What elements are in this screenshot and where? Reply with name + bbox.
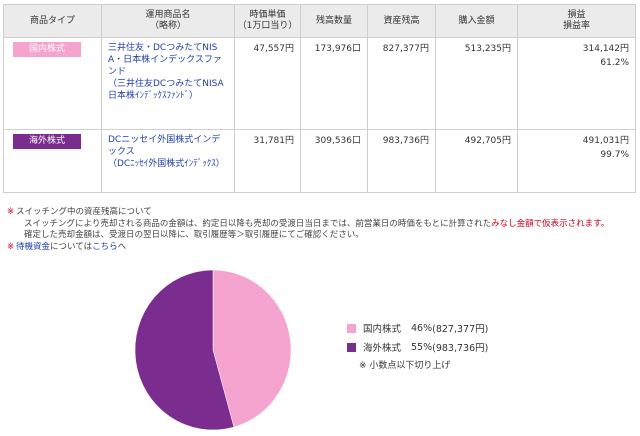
cell-quantity: 309,536口 bbox=[300, 129, 368, 193]
fund-short-name: （DCﾆｯｾｲ外国株式ｲﾝﾃﾞｯｸｽ） bbox=[108, 159, 225, 169]
fund-name-link[interactable]: 三井住友・DCつみたてNISA・日本株インデックスファンド bbox=[108, 43, 222, 77]
header-product-name: 運用商品名 （略称） bbox=[101, 4, 235, 38]
cell-purchase-amount: 513,235円 bbox=[435, 37, 518, 130]
profit-loss-rate: 61.2% bbox=[600, 58, 629, 68]
note-mark: ※ bbox=[7, 207, 15, 217]
header-purchase-amount: 購入金額 bbox=[435, 4, 518, 38]
legend-label: 海外株式 bbox=[363, 343, 402, 354]
header-asset-balance: 資産残高 bbox=[367, 4, 436, 38]
cell-asset-balance: 827,377円 bbox=[367, 37, 436, 130]
cell-profit-loss: 314,142円 61.2% bbox=[517, 37, 636, 130]
note-confirmation: 確定した売却金額は、受渡日の翌日以降に、取引履歴等＞取引履歴にてご確認ください。 bbox=[24, 230, 364, 240]
allocation-pie-chart bbox=[134, 269, 292, 431]
cell-type: 海外株式 bbox=[3, 129, 102, 193]
cell-name: DCニッセイ外国株式インデックス （DCﾆｯｾｲ外国株式ｲﾝﾃﾞｯｸｽ） bbox=[101, 129, 235, 193]
note-line: 確定した売却金額は、受渡日の翌日以降に、取引履歴等＞取引履歴にてご確認ください。 bbox=[7, 230, 635, 242]
header-product-type: 商品タイプ bbox=[3, 4, 102, 38]
header-quantity: 残高数量 bbox=[300, 4, 368, 38]
note-text: については bbox=[50, 241, 93, 252]
legend-amount: (827,377円) bbox=[432, 324, 489, 335]
header-profit-loss: 損益 損益率 bbox=[517, 4, 636, 38]
holdings-table: 商品タイプ 運用商品名 （略称） 時価単価 （1万口当り） 残高数量 資産残高 … bbox=[3, 4, 636, 193]
profit-loss-amount: 314,142円 bbox=[582, 44, 629, 54]
legend-item-domestic: 国内株式 46% (827,377円) bbox=[347, 320, 488, 336]
note-line: ※ 待機資金についてはこちらへ bbox=[7, 242, 635, 254]
legend-amount: (983,736円) bbox=[432, 343, 489, 354]
table-row: 国内株式 三井住友・DCつみたてNISA・日本株インデックスファンド （三井住友… bbox=[3, 37, 636, 130]
fund-short-name: （三井住友DCつみたてNISA日本株ｲﾝﾃﾞｯｸｽﾌｧﾝﾄﾞ） bbox=[108, 79, 224, 101]
notes-section: ※ スイッチング中の資産残高について スイッチングにより売却される商品の金額は、約… bbox=[7, 207, 635, 253]
legend-percent: 55% bbox=[411, 341, 433, 353]
standby-funds-link[interactable]: 待機資金 bbox=[16, 241, 51, 252]
pie-legend: 国内株式 46% (827,377円) 海外株式 55% (983,736円) … bbox=[347, 320, 488, 371]
profit-loss-amount: 491,031円 bbox=[582, 136, 629, 146]
note-switching-title: スイッチング中の資産残高について bbox=[16, 207, 152, 217]
pie-slice-foreign bbox=[134, 269, 235, 431]
cell-quantity: 173,976口 bbox=[300, 37, 368, 130]
profit-loss-rate: 99.7% bbox=[600, 150, 629, 160]
cell-purchase-amount: 492,705円 bbox=[435, 129, 518, 193]
note-switching-body: スイッチングにより売却される商品の金額は、約定日以降も売却の受渡日当日までは、前… bbox=[24, 218, 492, 229]
legend-item-foreign: 海外株式 55% (983,736円) bbox=[347, 339, 488, 355]
here-link[interactable]: こちら bbox=[92, 241, 118, 252]
cell-profit-loss: 491,031円 99.7% bbox=[517, 129, 636, 193]
legend-swatch bbox=[347, 323, 356, 333]
legend-percent: 46% bbox=[411, 322, 433, 334]
note-line: スイッチングにより売却される商品の金額は、約定日以降も売却の受渡日当日までは、前… bbox=[7, 219, 635, 231]
cell-type: 国内株式 bbox=[3, 37, 102, 130]
cell-unit-price: 47,557円 bbox=[234, 37, 301, 130]
legend-rounding-note: ※ 小数点以下切り上げ bbox=[359, 361, 451, 371]
table-header-row: 商品タイプ 運用商品名 （略称） 時価単価 （1万口当り） 残高数量 資産残高 … bbox=[3, 4, 636, 38]
type-badge-domestic: 国内株式 bbox=[13, 42, 81, 57]
type-badge-foreign: 海外株式 bbox=[13, 134, 81, 149]
cell-name: 三井住友・DCつみたてNISA・日本株インデックスファンド （三井住友DCつみた… bbox=[101, 37, 235, 130]
pie-slice-domestic bbox=[212, 269, 292, 428]
cell-asset-balance: 983,736円 bbox=[367, 129, 436, 193]
note-line: ※ スイッチング中の資産残高について bbox=[7, 207, 635, 219]
note-mark: ※ bbox=[7, 241, 15, 252]
header-unit-price: 時価単価 （1万口当り） bbox=[234, 4, 301, 38]
note-text: へ bbox=[117, 241, 127, 252]
note-provisional-amount: みなし金額で仮表示されます。 bbox=[491, 218, 610, 229]
legend-label: 国内株式 bbox=[363, 324, 402, 335]
cell-unit-price: 31,781円 bbox=[234, 129, 301, 193]
legend-swatch bbox=[347, 342, 356, 352]
table-row: 海外株式 DCニッセイ外国株式インデックス （DCﾆｯｾｲ外国株式ｲﾝﾃﾞｯｸｽ… bbox=[3, 129, 636, 193]
fund-name-link[interactable]: DCニッセイ外国株式インデックス bbox=[108, 135, 221, 157]
